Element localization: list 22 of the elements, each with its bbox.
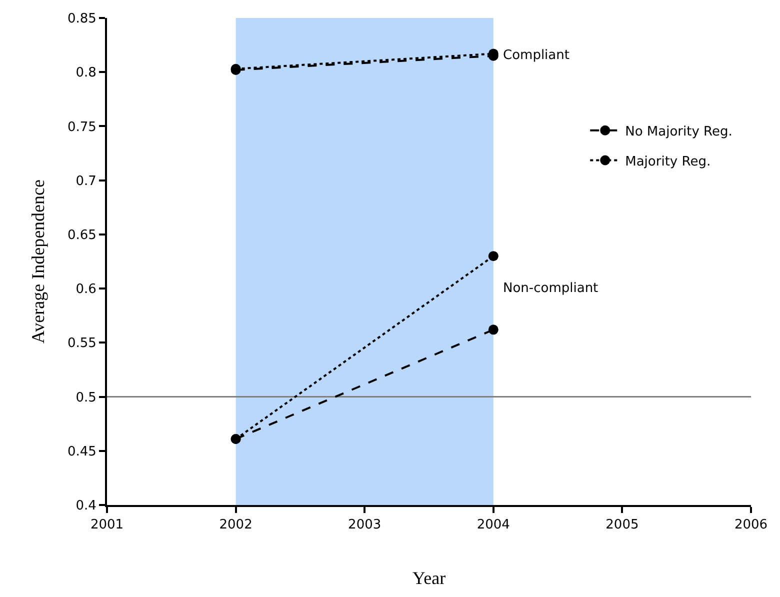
x-tick-label: 2001 [90,518,124,533]
y-tick-label: 0.65 [67,228,96,243]
y-tick-label: 0.6 [76,282,96,298]
y-tick-label: 0.8 [76,66,96,81]
legend-label: Majority Reg. [625,154,711,170]
y-tick-label: 0.5 [76,390,96,406]
x-tick-label: 2006 [734,518,768,533]
x-tick-label: 2003 [348,518,382,533]
y-tick-label: 0.45 [67,444,96,460]
x-axis-title: Year [412,568,446,588]
y-tick-label: 0.7 [76,174,96,189]
x-tick-label: 2002 [219,518,252,533]
legend-label: No Majority Reg. [625,124,732,140]
annotation: Compliant [503,48,570,63]
x-tick-label: 2004 [476,518,510,533]
y-tick-label: 0.4 [76,498,96,514]
y-tick-label: 0.75 [67,120,96,135]
y-tick-label: 0.85 [67,12,96,27]
x-tick-label: 2005 [606,518,639,533]
y-tick-label: 0.55 [67,336,96,352]
annotation: Non-compliant [503,281,598,296]
y-axis-title: Average Independence [28,179,48,344]
